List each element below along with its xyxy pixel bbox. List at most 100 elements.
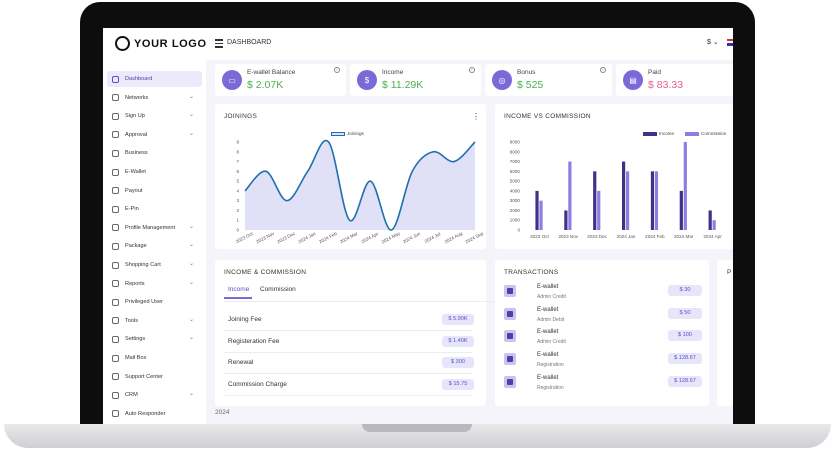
home-icon bbox=[112, 75, 119, 83]
info-icon[interactable]: i bbox=[334, 67, 340, 73]
chevron-down-icon[interactable]: ⌄ bbox=[188, 391, 194, 398]
sidebar-item-mail-box[interactable]: Mail Box bbox=[107, 350, 202, 366]
x-tick-label: 2024 Apr bbox=[703, 234, 722, 239]
top-bar: YOUR LOGO DASHBOARD $ ⌄ bbox=[103, 28, 733, 60]
wallet-icon bbox=[504, 285, 516, 297]
wallet-icon bbox=[504, 375, 516, 388]
sidebar-item-label: Package bbox=[125, 243, 147, 250]
amount-badge: $ 100 bbox=[668, 330, 702, 342]
chevron-down-icon[interactable]: ⌄ bbox=[188, 316, 194, 323]
bar-commission[interactable] bbox=[654, 171, 659, 230]
amount-badge: $ 50 bbox=[668, 307, 702, 319]
sidebar-item-support-center[interactable]: Support Center bbox=[107, 369, 202, 385]
wallet-icon bbox=[112, 168, 119, 176]
stat-card-bonus[interactable]: ◎ Bonus $ 525 i bbox=[485, 64, 612, 96]
sidebar-item-settings[interactable]: Settings ⌄ bbox=[107, 331, 202, 347]
wallet-icon bbox=[504, 353, 516, 366]
x-tick-label: 2024 Mar bbox=[339, 231, 359, 245]
support-icon bbox=[112, 373, 119, 381]
bar-commission[interactable] bbox=[683, 142, 687, 230]
transaction-subtitle: Registration bbox=[537, 384, 564, 391]
tab-income[interactable]: Income bbox=[228, 286, 250, 293]
sidebar-item-dashboard[interactable]: Dashboard bbox=[107, 71, 202, 87]
sidebar-item-approval[interactable]: Approval ⌄ bbox=[107, 127, 202, 143]
sidebar-item-e-pin[interactable]: E-Pin bbox=[107, 201, 202, 217]
sidebar-item-payout[interactable]: Payout bbox=[107, 183, 202, 199]
sidebar-item-label: E-Wallet bbox=[125, 169, 146, 175]
sidebar-item-shopping-cart[interactable]: Shopping Cart ⌄ bbox=[107, 257, 202, 273]
chevron-down-icon[interactable]: ⌄ bbox=[188, 242, 194, 249]
stat-card-ewallet[interactable]: ▭ E-wallet Balance $ 2.07K i bbox=[215, 64, 346, 96]
chevron-down-icon[interactable]: ⌄ bbox=[188, 261, 194, 267]
transaction-title: E-wallet bbox=[537, 374, 559, 381]
row-label: Commission Charge bbox=[228, 380, 287, 388]
stat-label: Income bbox=[382, 69, 404, 76]
amount-badge: $ 5.90K bbox=[442, 314, 474, 325]
bar-income[interactable] bbox=[679, 190, 683, 230]
hamburger-menu-icon[interactable] bbox=[215, 39, 223, 50]
chevron-down-icon[interactable]: ⌄ bbox=[188, 130, 194, 137]
bar-commission[interactable] bbox=[539, 200, 543, 230]
tab-divider bbox=[224, 301, 496, 302]
sidebar-item-tools[interactable]: Tools ⌄ bbox=[107, 313, 202, 329]
chevron-down-icon[interactable]: ⌄ bbox=[188, 93, 194, 100]
chevron-down-icon[interactable]: ⌄ bbox=[188, 223, 194, 230]
bar-income[interactable] bbox=[535, 190, 539, 230]
tab-commission[interactable]: Commission bbox=[260, 286, 296, 293]
sidebar-item-auto-responder[interactable]: Auto Responder bbox=[107, 406, 202, 422]
sidebar-item-label: Tools bbox=[125, 317, 139, 324]
income-vs-commission-title: INCOME VS COMMISSION bbox=[504, 113, 591, 120]
chevron-down-icon[interactable]: ⌄ bbox=[188, 279, 194, 286]
user-check-icon bbox=[112, 131, 119, 139]
info-icon[interactable]: i bbox=[600, 67, 606, 73]
income-legend[interactable]: Income bbox=[643, 131, 674, 136]
bar-income[interactable] bbox=[622, 161, 626, 230]
commission-legend[interactable]: Commission bbox=[685, 131, 726, 136]
x-tick-label: 2024 Jan bbox=[298, 231, 317, 244]
wallet-icon: ▭ bbox=[222, 70, 242, 90]
sidebar-item-package[interactable]: Package ⌄ bbox=[107, 238, 202, 254]
cart-icon bbox=[112, 261, 119, 269]
y-tick-label: 1 bbox=[236, 218, 239, 223]
chevron-down-icon[interactable]: ⌄ bbox=[188, 335, 194, 342]
bar-commission[interactable] bbox=[597, 190, 601, 230]
sidebar-item-crm[interactable]: CRM ⌄ bbox=[107, 387, 202, 403]
bar-commission[interactable] bbox=[626, 171, 630, 230]
info-icon[interactable]: i bbox=[469, 67, 475, 73]
stat-label: E-wallet Balance bbox=[247, 69, 296, 76]
logo[interactable]: YOUR LOGO bbox=[115, 36, 207, 51]
stat-card-paid[interactable]: ▤ Paid $ 83.33 bbox=[616, 64, 733, 96]
more-options-icon[interactable]: ⋮ bbox=[472, 112, 480, 121]
y-tick-label: 7 bbox=[236, 159, 239, 164]
transaction-title: E-wallet bbox=[537, 329, 559, 336]
sidebar-item-privileged-user[interactable]: Privileged User bbox=[107, 294, 202, 310]
x-tick-label: 2024 Feb bbox=[318, 231, 338, 245]
y-tick-label: 1000 bbox=[510, 218, 521, 223]
bar-income[interactable] bbox=[708, 210, 712, 230]
bar-income[interactable] bbox=[650, 171, 655, 230]
currency-selector[interactable]: $ ⌄ bbox=[707, 39, 719, 46]
mail-icon bbox=[112, 354, 119, 362]
bar-income[interactable] bbox=[564, 210, 568, 230]
bar-commission[interactable] bbox=[712, 220, 716, 230]
x-tick-label: 2023 Nov bbox=[558, 234, 578, 239]
sidebar-item-networks[interactable]: Networks ⌄ bbox=[107, 90, 202, 106]
table-row: Renewal $ 300 bbox=[224, 352, 474, 374]
stat-card-income[interactable]: $ Income $ 11.29K i bbox=[350, 64, 481, 96]
sidebar-item-reports[interactable]: Reports ⌄ bbox=[107, 276, 202, 292]
sidebar-item-sign-up[interactable]: Sign Up ⌄ bbox=[107, 108, 202, 124]
sidebar-item-e-wallet[interactable]: E-Wallet bbox=[107, 164, 202, 180]
joinings-legend[interactable]: Joinings bbox=[331, 131, 364, 136]
x-tick-label: 2024 Sep bbox=[464, 231, 484, 245]
sidebar-item-label: Payout bbox=[125, 187, 143, 194]
x-tick-label: 2023 Oct bbox=[235, 231, 254, 245]
sidebar-item-label: CRM bbox=[125, 392, 138, 399]
bar-income[interactable] bbox=[593, 171, 597, 230]
bar-commission[interactable] bbox=[568, 161, 572, 230]
chevron-down-icon[interactable]: ⌄ bbox=[188, 112, 194, 119]
sidebar-item-business[interactable]: Business bbox=[107, 145, 202, 161]
flag-icon[interactable] bbox=[727, 39, 733, 46]
y-tick-label: 5000 bbox=[510, 179, 521, 184]
sidebar-item-profile-management[interactable]: Profile Management ⌄ bbox=[107, 220, 202, 236]
x-tick-label: 2024 May bbox=[381, 230, 402, 244]
